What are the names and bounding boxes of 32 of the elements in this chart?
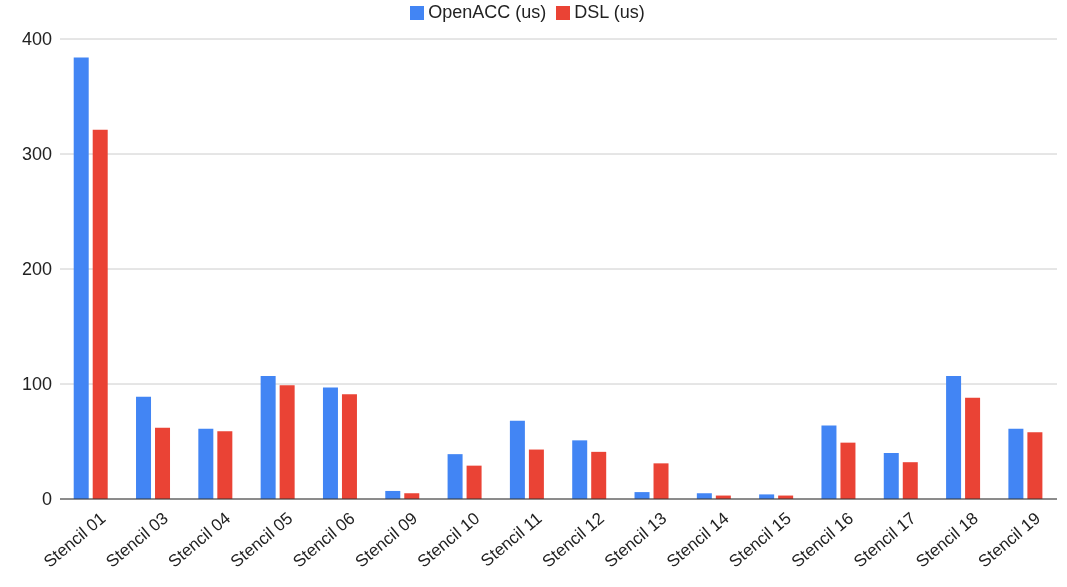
bar bbox=[591, 451, 607, 499]
bar bbox=[965, 397, 981, 499]
bar bbox=[447, 454, 463, 499]
bar bbox=[528, 449, 544, 499]
y-tick-label: 200 bbox=[21, 259, 52, 280]
bar bbox=[572, 440, 588, 499]
bar bbox=[73, 57, 89, 499]
y-tick-label: 100 bbox=[21, 374, 52, 395]
bar bbox=[902, 462, 918, 499]
bar bbox=[155, 427, 171, 499]
legend-label: DSL (us) bbox=[574, 2, 645, 22]
bar bbox=[1008, 428, 1024, 499]
bar bbox=[946, 375, 962, 499]
bar bbox=[136, 396, 152, 499]
bar bbox=[322, 387, 338, 499]
bar bbox=[1027, 432, 1043, 499]
legend-label: OpenACC (us) bbox=[428, 2, 547, 22]
bar bbox=[466, 465, 482, 499]
bar bbox=[198, 428, 214, 499]
bar bbox=[341, 394, 357, 499]
bar bbox=[653, 463, 669, 499]
bar bbox=[821, 425, 837, 499]
bar bbox=[279, 385, 295, 499]
y-tick-label: 300 bbox=[21, 144, 52, 165]
bar bbox=[217, 431, 233, 499]
y-tick-label: 400 bbox=[21, 29, 52, 50]
bar bbox=[260, 375, 276, 499]
bar bbox=[883, 453, 899, 499]
y-tick-label: 0 bbox=[41, 489, 52, 510]
bar bbox=[509, 420, 525, 499]
bar bbox=[840, 442, 856, 499]
bar bbox=[92, 129, 108, 499]
